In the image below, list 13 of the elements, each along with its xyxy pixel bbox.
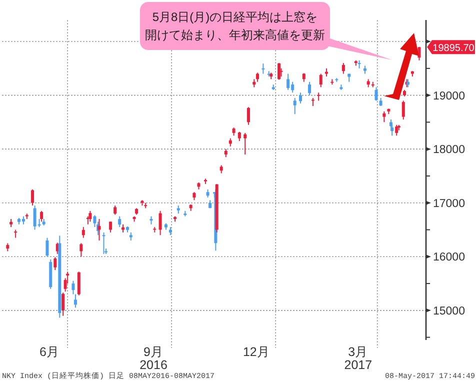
y-tick-label: 18000 [433, 144, 465, 156]
x-tick-label: 9月 2016 [140, 345, 168, 372]
y-tick-label: 15000 [433, 305, 465, 318]
last-price: 19895.70 [427, 40, 475, 54]
y-tick-label: 19000 [433, 90, 465, 102]
y-tick-label: 16000 [433, 252, 465, 264]
annotation: 5月8日(月)の日経平均は上窓を開けて始まり、年初来高値を更新 [145, 10, 325, 42]
x-tick-label: 12月 [242, 345, 270, 359]
x-tick-label: 6月 [40, 345, 60, 359]
y-tick-label: 17000 [433, 198, 465, 210]
x-tick-label: 3月 2017 [344, 345, 372, 372]
callout: 5月8日(月)の日経平均は上窓を開けて始まり、年初来高値を更新 [140, 2, 392, 60]
annotation: 19895.70 [432, 43, 475, 54]
